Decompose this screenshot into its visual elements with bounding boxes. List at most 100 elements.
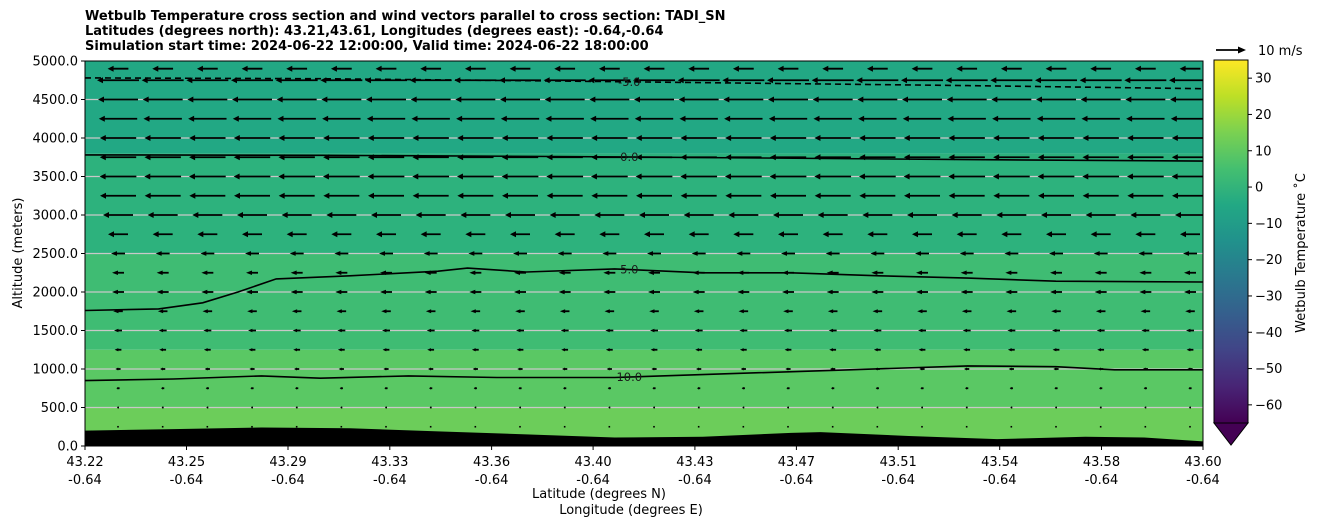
wind-vector-head [875,386,878,390]
wind-vector [1093,251,1108,256]
wind-vector-head [591,135,598,141]
wind-vector-head [876,406,878,409]
wind-vector [1143,386,1147,390]
wind-vector-head [278,173,285,180]
contour-label: 10.0 [616,370,642,384]
wind-vector [1050,270,1062,275]
wind-vector-head [608,406,610,409]
wind-vector [1082,173,1120,180]
wind-vector-head [688,65,695,72]
wind-vector [858,115,897,122]
wind-vector-head [603,270,610,275]
wind-vector-head [693,309,700,314]
wind-vector-head [505,212,511,218]
wind-vector-head [500,96,506,103]
wind-vector-dot [787,425,789,428]
wind-vector [247,309,257,314]
wind-vector [1097,348,1105,352]
wind-vector-head [770,192,776,199]
wind-vector-head [1140,309,1146,314]
wind-vector-head [902,115,909,122]
wind-vector-head [338,367,342,371]
colorbar-tick-label: −20 [1255,253,1282,268]
wind-vector-head [814,173,821,180]
wind-vector-head [737,289,744,295]
wind-vector [947,115,986,122]
wind-vector [560,328,569,333]
wind-vector-head [97,77,103,84]
wind-vector-head [425,309,432,314]
wind-vector [142,96,183,103]
colorbar-tick-label: 30 [1255,72,1272,87]
wind-vector [921,406,923,409]
wind-vector [911,65,933,72]
wind-vector [276,96,317,103]
wind-vector [340,406,343,409]
wind-vector-head [817,212,824,218]
wind-vector [426,328,435,333]
wind-vector [98,96,138,103]
wind-vector-head [1001,231,1008,238]
wind-vector-head [1053,367,1057,371]
wind-vector [294,367,300,371]
wind-vector [155,251,170,256]
wind-vector-head [602,251,609,256]
wind-vector [993,154,1030,161]
wind-vector [822,65,844,72]
wind-vector [158,328,167,333]
wind-vector [412,135,449,141]
wind-vector [778,231,798,238]
wind-vector-head [337,348,342,352]
wind-vector [460,212,491,218]
wind-vector [189,135,226,141]
wind-vector [1037,173,1075,180]
wind-vector-head [142,96,149,103]
wind-vector-dot [1144,425,1147,428]
wind-vector [873,348,881,352]
wind-vector-head [959,251,966,256]
wind-vector-head [680,192,687,199]
y-tick-label: 4000.0 [33,132,79,147]
wind-vector-head [323,135,330,141]
wind-vector-head [160,367,163,371]
wind-vector-head [278,192,285,199]
wind-vector-head [1126,173,1133,180]
wind-vector [1094,270,1107,275]
wind-vector [1096,328,1105,333]
wind-vector [696,367,702,371]
wind-vector-head [688,231,695,238]
wind-vector-dot [742,425,745,428]
wind-vector [192,212,223,218]
wind-vector-head [691,251,698,256]
wind-vector [648,270,660,275]
wind-vector [160,367,166,371]
temperature-band-4 [85,61,1203,154]
wind-vector-head [634,96,640,103]
wind-vector-head [563,386,565,390]
y-tick-label: 4500.0 [33,93,79,108]
wind-vector [157,309,168,314]
wind-vector-head [1035,77,1041,84]
wind-vector [871,270,884,275]
x-tick-label-lat: 43.25 [168,455,205,470]
wind-vector [993,192,1030,199]
x-tick-label-lon: -0.64 [475,473,509,488]
wind-vector [112,289,124,295]
wind-vector [741,386,745,390]
wind-vector [1184,289,1196,295]
wind-vector-head [739,348,744,352]
wind-vector [594,212,625,218]
wind-vector [98,115,138,122]
wind-vector [867,231,888,238]
colorbar-label: Wetbulb Temperature ˚C [1293,173,1309,333]
wind-vector-head [1038,192,1044,199]
wind-vector-head [814,192,821,199]
wind-vector-head [948,173,955,180]
wind-vector [474,406,477,409]
wind-vector-head [650,328,655,333]
wind-vector [1046,231,1066,238]
wind-vector-head [773,212,779,218]
wind-vector-head [544,96,551,103]
wind-vector-head [501,135,508,141]
wind-vector [335,270,348,275]
